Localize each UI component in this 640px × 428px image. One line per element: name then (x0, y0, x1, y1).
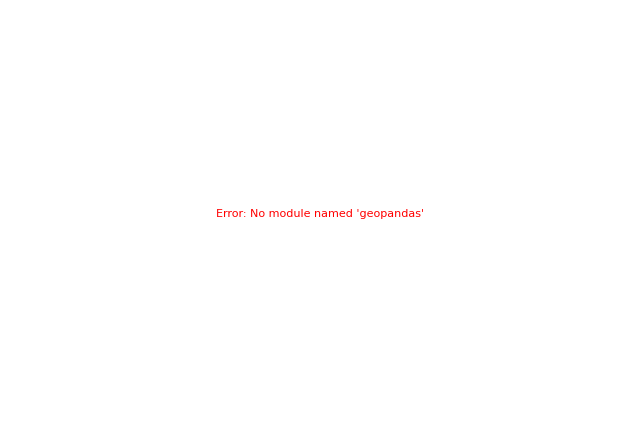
Text: Error: No module named 'geopandas': Error: No module named 'geopandas' (216, 209, 424, 219)
